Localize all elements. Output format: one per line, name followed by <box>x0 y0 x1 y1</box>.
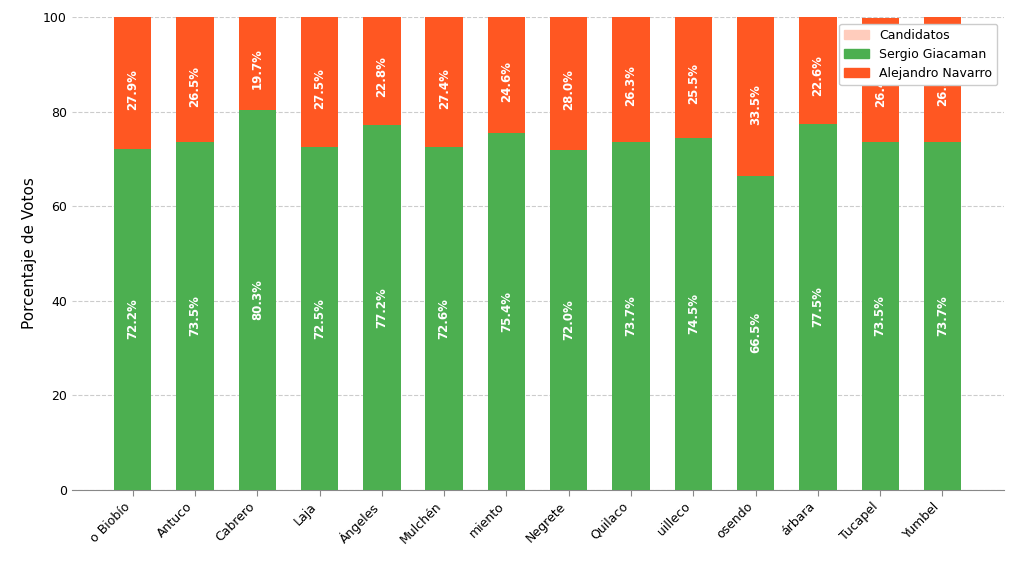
Legend: Candidatos, Sergio Giacaman, Alejandro Navarro: Candidatos, Sergio Giacaman, Alejandro N… <box>840 24 997 85</box>
Text: 27.9%: 27.9% <box>126 69 139 109</box>
Text: 75.4%: 75.4% <box>500 291 513 332</box>
Bar <box>612 142 649 490</box>
Text: 73.5%: 73.5% <box>873 295 887 336</box>
Bar <box>426 147 463 490</box>
Bar <box>924 17 962 142</box>
Text: 72.5%: 72.5% <box>313 298 326 339</box>
Text: 22.8%: 22.8% <box>376 56 388 97</box>
Y-axis label: Porcentaje de Votos: Porcentaje de Votos <box>23 177 38 329</box>
Bar <box>364 125 400 490</box>
Bar <box>239 17 276 111</box>
Bar <box>799 124 837 490</box>
Text: 73.5%: 73.5% <box>188 295 202 336</box>
Text: 77.5%: 77.5% <box>811 286 824 327</box>
Bar <box>737 176 774 490</box>
Text: 22.6%: 22.6% <box>811 55 824 96</box>
Bar <box>239 111 276 490</box>
Bar <box>176 142 214 490</box>
Text: 72.2%: 72.2% <box>126 299 139 339</box>
Text: 19.7%: 19.7% <box>251 48 264 89</box>
Bar <box>612 17 649 142</box>
Bar <box>550 150 588 490</box>
Bar <box>675 138 712 490</box>
Bar <box>675 17 712 138</box>
Bar <box>737 17 774 176</box>
Text: 25.5%: 25.5% <box>687 63 699 104</box>
Bar <box>487 134 525 490</box>
Text: 26.4%: 26.4% <box>873 66 887 107</box>
Text: 80.3%: 80.3% <box>251 279 264 320</box>
Bar <box>301 147 338 490</box>
Text: 73.7%: 73.7% <box>936 295 949 336</box>
Text: 77.2%: 77.2% <box>376 287 388 328</box>
Bar <box>861 18 899 142</box>
Bar <box>550 17 588 150</box>
Bar <box>301 17 338 147</box>
Text: 26.3%: 26.3% <box>625 65 638 106</box>
Text: 27.5%: 27.5% <box>313 69 326 109</box>
Text: 26.3%: 26.3% <box>936 65 949 106</box>
Text: 73.7%: 73.7% <box>625 295 638 336</box>
Bar <box>114 17 152 149</box>
Text: 72.6%: 72.6% <box>437 298 451 339</box>
Bar <box>487 17 525 134</box>
Bar <box>799 17 837 124</box>
Text: 66.5%: 66.5% <box>750 312 762 353</box>
Text: 24.6%: 24.6% <box>500 60 513 102</box>
Bar <box>861 142 899 490</box>
Bar <box>364 17 400 125</box>
Text: 26.5%: 26.5% <box>188 66 202 107</box>
Text: 33.5%: 33.5% <box>750 84 762 125</box>
Bar <box>176 17 214 142</box>
Text: 72.0%: 72.0% <box>562 299 575 340</box>
Text: 74.5%: 74.5% <box>687 293 699 334</box>
Text: 28.0%: 28.0% <box>562 70 575 111</box>
Bar <box>114 149 152 490</box>
Bar <box>426 17 463 147</box>
Text: 27.4%: 27.4% <box>437 68 451 109</box>
Bar <box>924 142 962 490</box>
